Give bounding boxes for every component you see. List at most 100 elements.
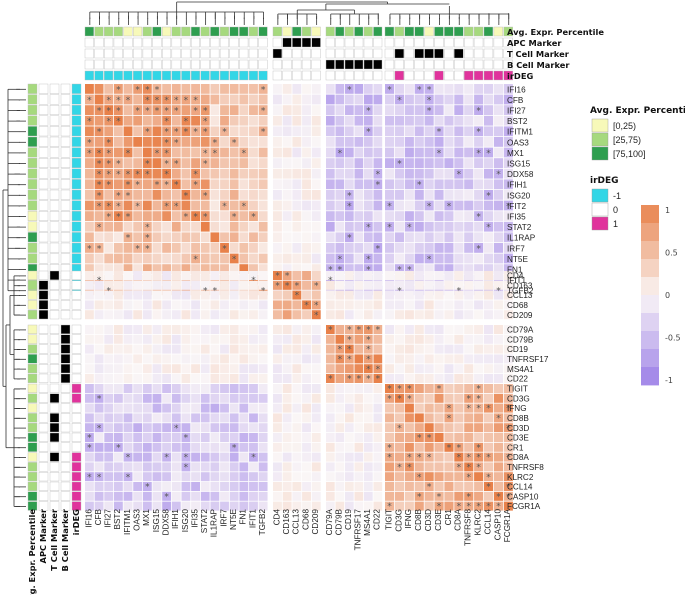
heatmap-cell — [345, 334, 354, 344]
heatmap-cell — [404, 271, 414, 280]
significance-star: * — [467, 394, 472, 404]
significance-star: * — [203, 212, 208, 222]
heatmap-cell — [229, 200, 239, 211]
annotation-cell — [60, 491, 71, 501]
heatmap-cell — [123, 300, 133, 310]
heatmap-cell — [484, 179, 494, 190]
heatmap-cell — [364, 253, 373, 264]
significance-star: * — [87, 244, 92, 254]
heatmap-cell — [239, 147, 249, 158]
heatmap-cell — [162, 344, 172, 354]
heatmap-cell — [484, 462, 494, 472]
heatmap-cell — [282, 310, 292, 320]
heatmap-cell — [484, 413, 494, 423]
heatmap-cell — [454, 433, 464, 442]
heatmap-cell — [302, 472, 311, 482]
heatmap-cell — [142, 300, 152, 310]
annotation-cell — [49, 334, 60, 344]
heatmap-cell — [385, 334, 395, 344]
annotation-cell — [27, 354, 38, 364]
heatmap-cell — [152, 354, 162, 364]
annotation-cell — [71, 210, 82, 221]
heatmap-cell — [181, 190, 191, 200]
column-label: STAT2 — [200, 509, 209, 534]
heatmap-cell — [220, 243, 229, 253]
heatmap-cell — [404, 253, 414, 264]
significance-star: * — [447, 443, 452, 453]
heatmap-cell — [113, 501, 123, 511]
significance-star: * — [184, 212, 189, 222]
row-labels: IFI16CFBIFI27BST2IFITM1OAS3MX1ISG15DDX58… — [507, 85, 549, 511]
annotation-cell — [325, 26, 335, 37]
significance-star: * — [116, 443, 121, 453]
heatmap-cell — [424, 232, 434, 243]
heatmap-cell — [210, 211, 220, 221]
heatmap-cell — [394, 472, 404, 482]
heatmap-cell — [239, 325, 249, 334]
heatmap-cell — [142, 232, 152, 243]
heatmap-cell — [258, 137, 268, 147]
heatmap-cell — [220, 393, 229, 403]
significance-star: * — [285, 281, 290, 291]
heatmap-cell — [424, 105, 434, 115]
annotation-cell — [258, 48, 268, 59]
heatmap-cell — [104, 126, 114, 137]
annotation-cell — [38, 104, 49, 115]
significance-star: * — [397, 463, 402, 473]
heatmap-cell — [464, 200, 474, 211]
heatmap-cell — [133, 403, 143, 413]
heatmap-cell — [181, 354, 191, 364]
annotation-cell — [71, 393, 82, 403]
significance-star: * — [476, 244, 481, 254]
annotation-cell — [503, 37, 513, 48]
annotation-cell — [123, 59, 133, 70]
heatmap-cell — [142, 482, 152, 491]
heatmap-cell — [484, 147, 494, 158]
annotation-cell — [27, 221, 38, 232]
annotation-cell — [27, 300, 38, 310]
significance-star: * — [97, 170, 102, 180]
heatmap-cell — [181, 325, 191, 334]
heatmap-cell — [104, 280, 114, 290]
heatmap-cell — [424, 452, 434, 462]
significance-star: * — [97, 394, 102, 404]
significance-star: * — [476, 463, 481, 473]
heatmap-cell — [200, 200, 210, 211]
heatmap-cell — [181, 393, 191, 403]
heatmap-cell — [258, 264, 268, 274]
heatmap-cell — [302, 94, 311, 105]
heatmap-cell — [171, 200, 181, 211]
annotation-cell — [133, 48, 143, 59]
heatmap-cell — [94, 168, 104, 179]
heatmap-cell — [282, 393, 292, 403]
significance-star: * — [486, 223, 491, 233]
heatmap-cell — [311, 179, 321, 190]
annotation-cell — [473, 48, 484, 59]
heatmap-cell — [191, 253, 200, 264]
heatmap-cell — [464, 105, 474, 115]
heatmap-cell — [229, 364, 239, 374]
heatmap-cell — [162, 442, 172, 452]
significance-star: * — [155, 85, 160, 95]
heatmap-cell — [181, 423, 191, 433]
annotation-cell — [38, 403, 49, 413]
annotation-cell — [38, 432, 49, 443]
heatmap-cell — [162, 221, 172, 232]
significance-star: * — [87, 117, 92, 127]
heatmap-cell — [364, 126, 373, 137]
heatmap-cell — [273, 280, 282, 290]
heatmap-cell — [292, 482, 302, 491]
heatmap-cell — [258, 168, 268, 179]
heatmap-cell — [474, 253, 484, 264]
heatmap-cell — [345, 300, 354, 310]
heatmap-cell — [335, 211, 345, 221]
annotation-cell — [38, 300, 49, 310]
heatmap-cell — [113, 413, 123, 423]
heatmap-cell — [200, 115, 210, 126]
heatmap-cell — [302, 221, 311, 232]
significance-star: * — [222, 244, 227, 254]
heatmap-cell — [171, 413, 181, 423]
heatmap-cell — [258, 271, 268, 280]
heatmap-cell — [474, 374, 484, 383]
heatmap-cell — [394, 403, 404, 413]
